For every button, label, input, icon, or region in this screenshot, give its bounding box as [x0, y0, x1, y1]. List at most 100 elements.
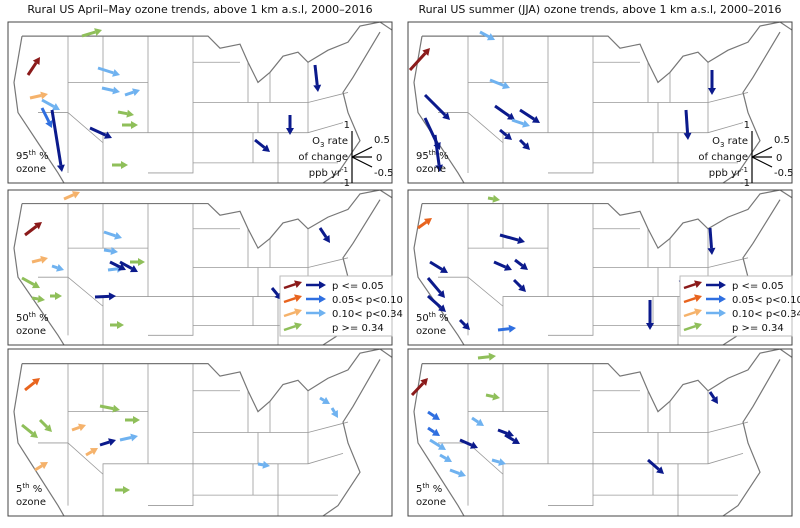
arrow-shaft — [319, 396, 325, 402]
arrow-shaft — [423, 93, 447, 117]
arrow-head — [32, 378, 40, 386]
arrow-head — [117, 263, 126, 271]
rate-key-label: of change — [698, 152, 748, 163]
arrow-shaft — [313, 64, 319, 86]
arrow-head — [262, 460, 270, 469]
rate-o: O — [712, 136, 720, 147]
panel-label: 95th % — [416, 149, 449, 162]
arrow-head — [313, 84, 322, 92]
legend-label: p <= 0.05 — [332, 281, 384, 292]
panel-label: 95th % — [16, 149, 49, 162]
arrow-head — [437, 290, 445, 298]
state-borders — [438, 36, 748, 183]
legend-label: p >= 0.34 — [332, 323, 384, 334]
arrow-shaft — [511, 118, 524, 126]
panel-label-ozone: ozone — [416, 164, 446, 175]
map — [414, 349, 792, 524]
arrow-shaft — [103, 230, 116, 238]
arrow-shaft — [683, 311, 696, 318]
arrow-shaft — [408, 52, 427, 72]
arrow-head — [694, 280, 702, 289]
rate-key-tick: 1 — [344, 120, 350, 131]
arrow-shaft — [117, 110, 128, 116]
map-panel — [14, 22, 392, 193]
arrow-shaft — [479, 30, 490, 39]
arrow-head — [319, 309, 326, 317]
percentile: 50 — [16, 313, 29, 324]
arrow-head — [114, 231, 122, 240]
percentile: 50 — [416, 313, 429, 324]
arrow-shaft — [270, 287, 279, 296]
arrow-head — [126, 109, 134, 118]
rate-key-tick: 0.5 — [374, 135, 390, 146]
arrow-head — [503, 263, 512, 271]
panel-frame — [7, 348, 393, 517]
arrow-head — [321, 396, 330, 404]
rate-key-line — [751, 156, 773, 168]
percentile-unit: % — [436, 151, 449, 162]
arrow-shaft — [254, 138, 266, 149]
rate-unit: ppb yr — [709, 168, 742, 179]
arrow-head — [294, 308, 302, 317]
percentile-suffix: th — [22, 482, 29, 490]
arrow-shaft — [81, 30, 96, 38]
arrow-head — [719, 295, 726, 303]
rate-unit: ppb yr — [309, 168, 342, 179]
state-borders — [438, 364, 748, 516]
arrow-head — [511, 436, 520, 444]
arrow-head — [423, 218, 432, 226]
arrow-head — [130, 433, 138, 442]
arrow-shaft — [489, 78, 505, 87]
arrow-head — [133, 416, 140, 424]
arrow-head — [708, 88, 716, 95]
arrow-head — [319, 281, 326, 289]
arrow-shaft — [283, 283, 296, 290]
arrow-head — [71, 191, 80, 199]
arrow-shaft — [494, 104, 511, 118]
arrow-head — [707, 247, 716, 255]
state-borders — [38, 364, 348, 516]
arrow-head — [492, 392, 500, 401]
arrow-head — [492, 194, 500, 203]
arrow-shaft — [94, 294, 110, 299]
percentile-suffix: th — [29, 311, 36, 319]
arrow-shaft — [493, 260, 507, 269]
arrow-head — [131, 121, 138, 129]
arrow-shaft — [504, 433, 515, 442]
percentile-suffix: th — [429, 311, 436, 319]
rate-key-tick: -1 — [740, 178, 750, 189]
rate-key-tick: -1 — [340, 178, 350, 189]
arrow-head — [103, 131, 112, 139]
arrow-shaft — [21, 423, 34, 435]
rate-key-label: O3 rate — [712, 136, 748, 149]
map-panel — [410, 349, 792, 524]
arrow-shaft — [119, 260, 133, 270]
column-title: Rural US April–May ozone trends, above 1… — [27, 3, 372, 16]
arrow-head — [508, 324, 516, 333]
rate-o: O — [312, 136, 320, 147]
rate-key-label: O3 rate — [312, 136, 348, 149]
arrow-head — [506, 112, 515, 120]
arrow-head — [40, 255, 48, 264]
arrow-shaft — [499, 128, 508, 137]
arrow-head — [37, 294, 45, 303]
arrow-head — [438, 304, 446, 312]
panel-frame — [407, 348, 793, 517]
arrow-head — [683, 132, 692, 140]
arrow-head — [78, 423, 86, 432]
arrow-shaft — [41, 98, 55, 108]
panel-frame — [407, 189, 793, 346]
arrow-head — [31, 281, 40, 289]
rate-key-label: of change — [298, 152, 348, 163]
arrow-shaft — [491, 458, 500, 464]
percentile-suffix: th — [422, 482, 429, 490]
arrow-head — [443, 455, 452, 462]
country-outline — [14, 22, 392, 193]
map-panel — [14, 190, 392, 355]
arrow-shaft — [518, 138, 527, 147]
arrow-head — [486, 33, 495, 41]
arrow-shaft — [38, 418, 49, 429]
arrow-head — [117, 321, 124, 329]
arrow-shaft — [50, 109, 63, 166]
arrow-shaft — [426, 277, 442, 294]
